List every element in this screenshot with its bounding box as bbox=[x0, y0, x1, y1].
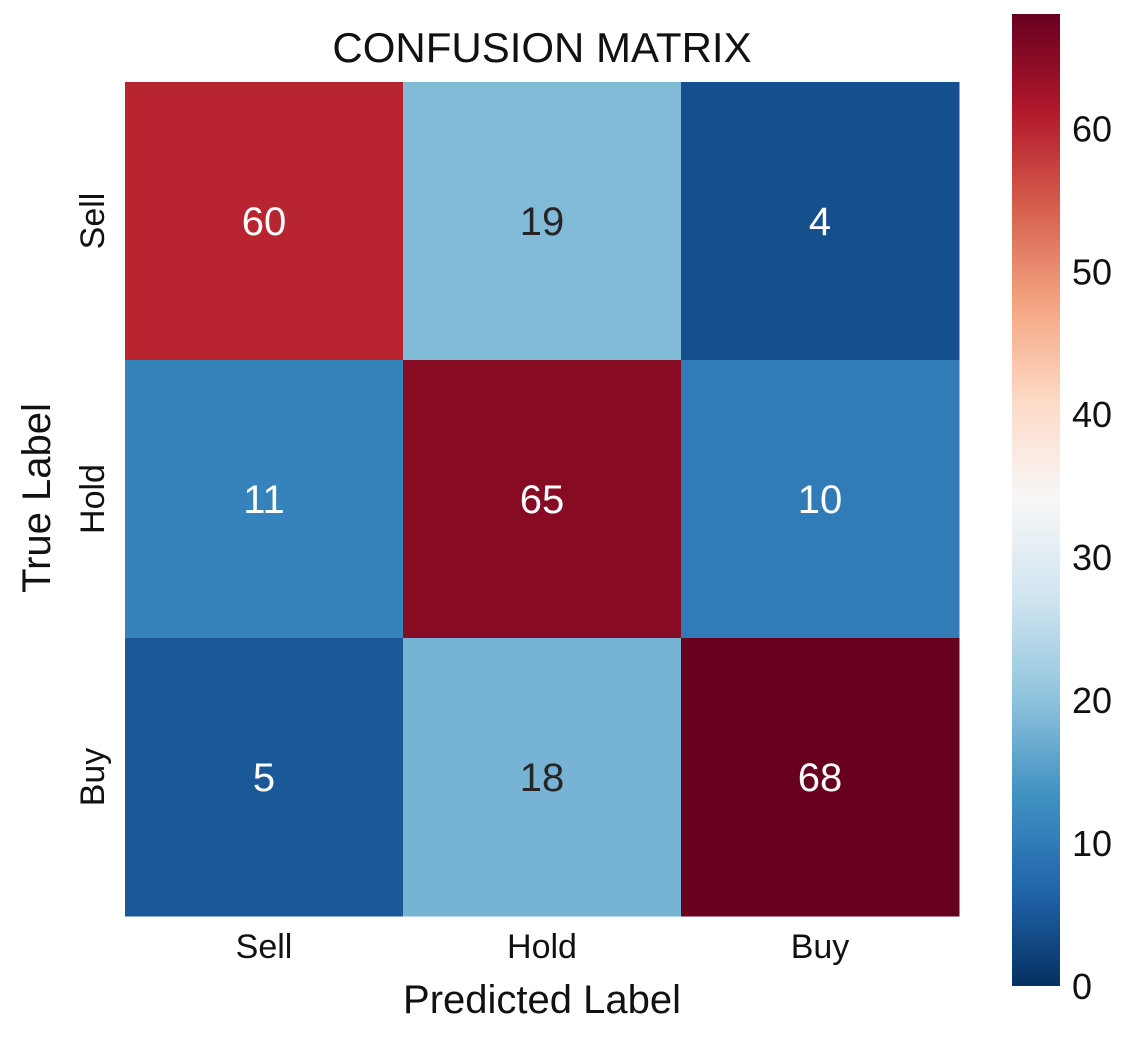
colorbar-gradient bbox=[1012, 14, 1060, 986]
heatmap-cell bbox=[403, 82, 682, 361]
cell-value-label: 4 bbox=[809, 200, 831, 244]
heatmap-cell bbox=[403, 360, 682, 639]
colorbar-tick-label: 0 bbox=[1072, 966, 1092, 1007]
y-axis-label: True Label bbox=[15, 403, 59, 593]
x-tick-label: Sell bbox=[236, 928, 293, 966]
heatmap-cell bbox=[125, 360, 404, 639]
heatmap-cell bbox=[125, 638, 404, 917]
cell-value-label: 18 bbox=[520, 756, 565, 800]
cell-value-label: 68 bbox=[798, 756, 843, 800]
heatmap-cell bbox=[125, 82, 404, 361]
heatmap-cell bbox=[403, 638, 682, 917]
x-tick-labels: Sell Hold Buy bbox=[236, 928, 850, 966]
heatmap-cells: 60 19 4 11 65 10 5 18 68 bbox=[125, 82, 960, 917]
colorbar: 0 10 20 30 40 50 60 bbox=[1012, 14, 1112, 1007]
x-axis-label: Predicted Label bbox=[403, 978, 681, 1022]
chart-title: CONFUSION MATRIX bbox=[332, 24, 751, 71]
heatmap-cell bbox=[681, 360, 960, 639]
y-tick-label: Hold bbox=[74, 464, 112, 534]
colorbar-tick-label: 30 bbox=[1072, 537, 1112, 578]
colorbar-tick-label: 20 bbox=[1072, 680, 1112, 721]
x-tick-label: Hold bbox=[507, 928, 577, 966]
cell-value-label: 10 bbox=[798, 478, 843, 522]
y-tick-label: Buy bbox=[74, 748, 112, 807]
x-tick-label: Buy bbox=[791, 928, 850, 966]
cell-value-label: 11 bbox=[243, 478, 285, 522]
heatmap-cell bbox=[681, 638, 960, 917]
cell-value-label: 5 bbox=[253, 756, 275, 800]
colorbar-tick-label: 60 bbox=[1072, 108, 1112, 149]
cell-value-label: 60 bbox=[242, 200, 287, 244]
y-tick-labels: Sell Hold Buy bbox=[74, 193, 112, 807]
colorbar-tick-label: 40 bbox=[1072, 394, 1112, 435]
heatmap-cell bbox=[681, 82, 960, 361]
cell-value-label: 19 bbox=[520, 200, 565, 244]
cell-value-label: 65 bbox=[520, 478, 565, 522]
colorbar-tick-label: 10 bbox=[1072, 823, 1112, 864]
y-tick-label: Sell bbox=[74, 193, 112, 250]
colorbar-tick-label: 50 bbox=[1072, 251, 1112, 292]
